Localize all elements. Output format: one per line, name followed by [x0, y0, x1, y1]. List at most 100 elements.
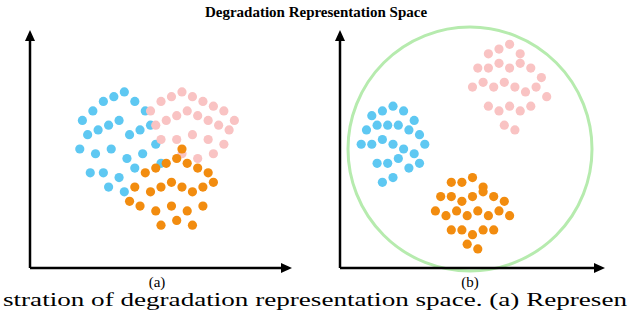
point — [526, 63, 535, 72]
point — [120, 87, 129, 96]
point — [468, 83, 477, 92]
point — [415, 130, 424, 139]
point — [468, 192, 477, 201]
point — [468, 173, 477, 182]
point — [198, 202, 207, 211]
point — [122, 154, 131, 163]
point — [489, 192, 498, 201]
point — [109, 92, 118, 101]
point — [367, 111, 376, 120]
y-axis — [29, 34, 32, 268]
point — [505, 40, 514, 49]
point — [167, 92, 176, 101]
point — [521, 87, 530, 96]
point — [537, 73, 546, 82]
x-axis — [340, 267, 601, 270]
point — [431, 206, 440, 215]
point — [219, 140, 228, 149]
point — [204, 116, 213, 125]
panel-label: (b) — [461, 274, 479, 291]
point — [188, 221, 197, 230]
point — [204, 135, 213, 144]
point — [500, 78, 509, 87]
point — [410, 116, 419, 125]
figure: Degradation Representation Space stration… — [0, 0, 632, 312]
point — [114, 173, 123, 182]
point — [209, 149, 218, 158]
point — [125, 197, 134, 206]
point — [172, 216, 181, 225]
point — [183, 159, 192, 168]
point — [104, 182, 113, 191]
point — [130, 163, 139, 172]
title: Degradation Representation Space — [205, 4, 428, 20]
point — [447, 225, 456, 234]
point — [183, 106, 192, 115]
y-arrow — [25, 30, 35, 41]
point — [209, 102, 218, 111]
point — [452, 206, 461, 215]
point — [177, 144, 186, 153]
point — [135, 202, 144, 211]
point — [383, 121, 392, 130]
point — [388, 140, 397, 149]
point — [394, 121, 403, 130]
point — [516, 106, 525, 115]
point — [78, 116, 87, 125]
point — [198, 97, 207, 106]
point — [473, 63, 482, 72]
point — [494, 59, 503, 68]
point — [373, 159, 382, 168]
boundary-circle — [348, 27, 592, 271]
point — [177, 182, 186, 191]
point — [91, 149, 100, 158]
panel: (b) — [335, 27, 605, 291]
point — [362, 125, 371, 134]
point — [156, 221, 165, 230]
point — [151, 163, 160, 172]
point — [130, 182, 139, 191]
point — [447, 192, 456, 201]
y-axis — [339, 34, 342, 268]
point — [468, 230, 477, 239]
point — [526, 102, 535, 111]
point — [479, 225, 488, 234]
point — [484, 211, 493, 220]
point — [516, 49, 525, 58]
point — [167, 202, 176, 211]
x-arrow — [281, 263, 292, 273]
point — [484, 102, 493, 111]
point — [114, 116, 123, 125]
point — [209, 178, 218, 187]
point — [120, 187, 129, 196]
point — [183, 206, 192, 215]
point — [141, 168, 150, 177]
point — [219, 106, 228, 115]
x-arrow — [594, 263, 605, 273]
point — [463, 211, 472, 220]
caption: stration of degradation representation s… — [3, 290, 627, 311]
point — [447, 178, 456, 187]
point — [505, 102, 514, 111]
point — [198, 182, 207, 191]
point — [156, 182, 165, 191]
point — [399, 106, 408, 115]
point — [441, 211, 450, 220]
point — [193, 163, 202, 172]
point — [404, 163, 413, 172]
point — [172, 111, 181, 120]
point — [172, 135, 181, 144]
point — [88, 106, 97, 115]
point — [410, 149, 419, 158]
point — [457, 225, 466, 234]
point — [151, 206, 160, 215]
point — [214, 121, 223, 130]
point — [151, 121, 160, 130]
point — [489, 225, 498, 234]
point — [457, 197, 466, 206]
point — [193, 154, 202, 163]
point — [542, 92, 551, 101]
point — [484, 63, 493, 72]
point — [204, 168, 213, 177]
point — [135, 125, 144, 134]
